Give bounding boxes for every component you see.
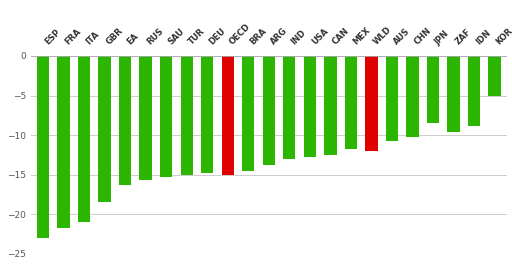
Bar bbox=[447, 56, 460, 132]
Bar bbox=[304, 56, 316, 157]
Bar bbox=[78, 56, 90, 222]
Bar bbox=[488, 56, 501, 96]
Bar bbox=[119, 56, 131, 185]
Bar bbox=[98, 56, 111, 202]
Bar bbox=[242, 56, 254, 171]
Bar bbox=[263, 56, 275, 165]
Bar bbox=[139, 56, 152, 180]
Bar bbox=[345, 56, 357, 149]
Bar bbox=[365, 56, 377, 151]
Bar bbox=[181, 56, 193, 175]
Bar bbox=[324, 56, 336, 155]
Bar bbox=[160, 56, 173, 177]
Bar bbox=[386, 56, 398, 141]
Bar bbox=[468, 56, 480, 125]
Bar bbox=[427, 56, 439, 123]
Bar bbox=[201, 56, 214, 173]
Bar bbox=[283, 56, 295, 159]
Bar bbox=[37, 56, 49, 238]
Bar bbox=[407, 56, 419, 138]
Bar bbox=[57, 56, 70, 227]
Bar bbox=[222, 56, 234, 175]
